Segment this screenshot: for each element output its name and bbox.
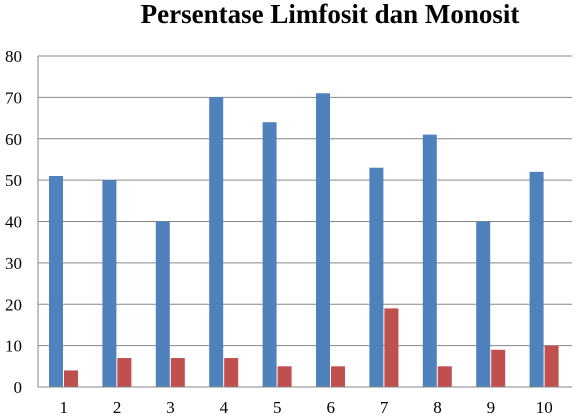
x-tick-label: 3 — [166, 398, 175, 417]
x-tick-label: 5 — [273, 398, 282, 417]
x-tick-label: 7 — [380, 398, 389, 417]
x-tick-label: 8 — [433, 398, 442, 417]
bar-series-1-4 — [209, 97, 224, 387]
bar-series-2-8 — [437, 366, 452, 387]
axes — [37, 56, 572, 388]
bar-series-1-8 — [422, 134, 437, 387]
y-tick-label: 80 — [5, 47, 22, 66]
bar-series-2-7 — [384, 308, 399, 387]
bars — [49, 93, 559, 388]
y-tick-label: 70 — [5, 88, 22, 107]
bar-series-1-6 — [316, 93, 330, 388]
bar-series-1-7 — [369, 167, 384, 387]
bar-series-1-3 — [155, 221, 170, 387]
x-tick-label: 9 — [487, 398, 496, 417]
bar-series-2-4 — [224, 358, 239, 387]
bar-series-1-10 — [529, 171, 544, 387]
bar-series-2-6 — [331, 366, 345, 387]
bar-series-2-2 — [117, 358, 132, 387]
bar-series-2-5 — [277, 366, 292, 387]
y-tick-label: 60 — [5, 130, 22, 149]
y-tick-labels: 0 10 20 30 40 50 60 70 80 — [5, 47, 22, 397]
gridlines — [38, 55, 572, 347]
bar-series-1-5 — [262, 122, 277, 387]
x-tick-labels: 1 2 3 4 5 6 7 8 9 10 — [59, 398, 552, 417]
x-tick-label: 4 — [220, 398, 229, 417]
y-tick-label: 0 — [14, 378, 23, 397]
bar-series-2-9 — [491, 349, 506, 387]
bar-series-1-9 — [476, 221, 491, 387]
x-tick-label: 1 — [59, 398, 68, 417]
chart-title: Persentase Limfosit dan Monosit — [141, 0, 520, 29]
bar-series-2-1 — [64, 370, 78, 387]
y-tick-label: 30 — [5, 254, 22, 273]
bar-series-2-3 — [170, 358, 185, 387]
bar-series-1-1 — [49, 175, 63, 387]
y-tick-label: 10 — [5, 337, 22, 356]
y-tick-label: 20 — [5, 295, 22, 314]
x-tick-label: 6 — [326, 398, 335, 417]
y-tick-label: 40 — [5, 213, 22, 232]
x-tick-label: 10 — [536, 398, 553, 417]
x-tick-label: 2 — [113, 398, 122, 417]
y-tick-label: 50 — [5, 171, 22, 190]
bar-series-1-2 — [102, 180, 117, 387]
bar-series-2-10 — [544, 345, 559, 387]
